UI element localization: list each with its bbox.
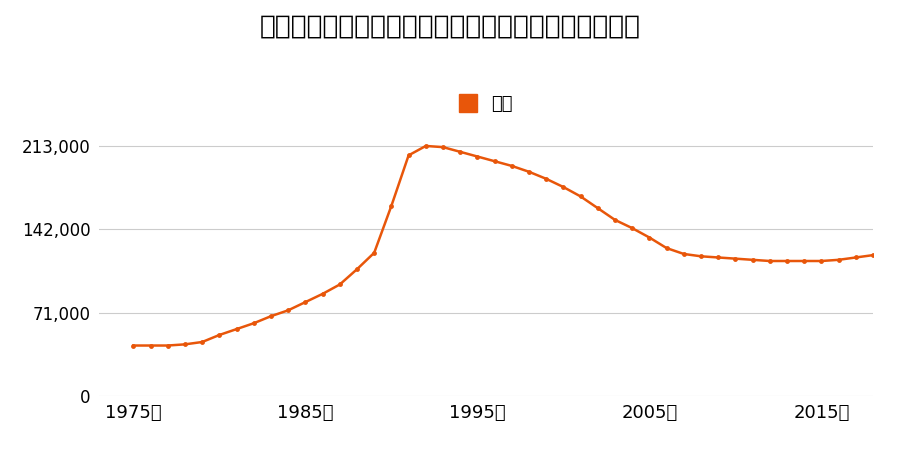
- Text: 福岡県福岡市南区大字井尻字宇土３８番３の地価推移: 福岡県福岡市南区大字井尻字宇土３８番３の地価推移: [259, 14, 641, 40]
- Legend: 価格: 価格: [452, 86, 520, 120]
